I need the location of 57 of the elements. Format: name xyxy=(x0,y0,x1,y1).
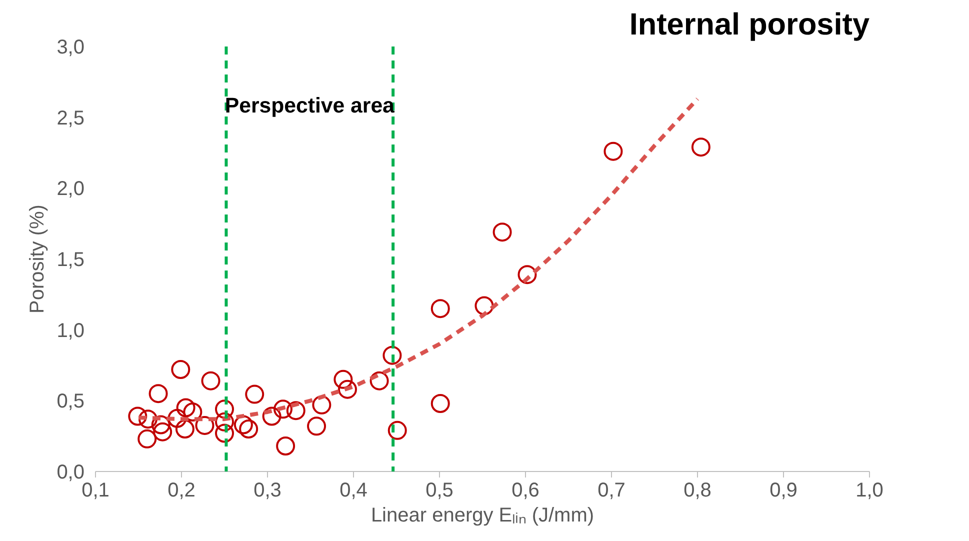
point xyxy=(312,395,332,414)
x-tick-label: 0,4 xyxy=(340,480,368,502)
point xyxy=(215,412,234,432)
point xyxy=(175,420,194,438)
point xyxy=(171,360,190,379)
point xyxy=(276,436,296,456)
point xyxy=(153,422,172,442)
point xyxy=(430,299,450,318)
y-tick-label: 2,0 xyxy=(56,178,85,200)
point xyxy=(168,408,187,428)
point xyxy=(183,402,202,422)
x-axis-title: Linear energy Eₗᵢₙ (J/mm) xyxy=(370,504,594,526)
x-tick-label: 0,9 xyxy=(770,480,798,502)
point xyxy=(430,394,450,413)
x-tick-label: 0,2 xyxy=(168,480,196,502)
x-tick-label: 0,7 xyxy=(598,480,626,502)
x-tick-label: 0,3 xyxy=(254,480,282,502)
y-tick-label: 1,0 xyxy=(56,320,85,342)
point xyxy=(201,371,220,390)
point xyxy=(128,406,148,426)
point xyxy=(334,370,353,389)
point xyxy=(262,406,282,426)
x-tick-label: 0,5 xyxy=(426,480,454,502)
point xyxy=(234,415,253,434)
point xyxy=(492,222,512,242)
point xyxy=(388,420,407,440)
point xyxy=(273,400,292,419)
point xyxy=(138,429,157,448)
y-tick-label: 3,0 xyxy=(56,36,85,58)
point xyxy=(338,380,357,399)
chart-title: Internal porosity xyxy=(629,8,870,42)
annotation: Perspective area xyxy=(224,93,395,118)
line-series xyxy=(136,96,700,422)
y-tick-label: 1,5 xyxy=(56,249,85,271)
x-tick-label: 0,6 xyxy=(512,480,540,502)
point xyxy=(370,371,389,390)
point xyxy=(691,138,710,157)
x-tick-label: 1,0 xyxy=(856,480,884,502)
point xyxy=(518,265,537,284)
point xyxy=(215,424,234,443)
point xyxy=(148,384,168,404)
y-tick-label: 2,5 xyxy=(56,107,85,130)
x-tick-label: 0,8 xyxy=(684,480,712,502)
point xyxy=(151,415,170,434)
point xyxy=(382,346,402,365)
point xyxy=(286,401,306,420)
y-axis-title: Porosity (%) xyxy=(26,204,49,314)
point xyxy=(604,142,623,161)
point xyxy=(176,398,196,418)
y-tick-label: 0,5 xyxy=(56,390,85,413)
point xyxy=(474,296,494,316)
point xyxy=(239,420,258,438)
point xyxy=(195,416,214,435)
point xyxy=(245,384,264,404)
point xyxy=(307,416,326,436)
point xyxy=(215,400,234,419)
point xyxy=(138,410,158,429)
